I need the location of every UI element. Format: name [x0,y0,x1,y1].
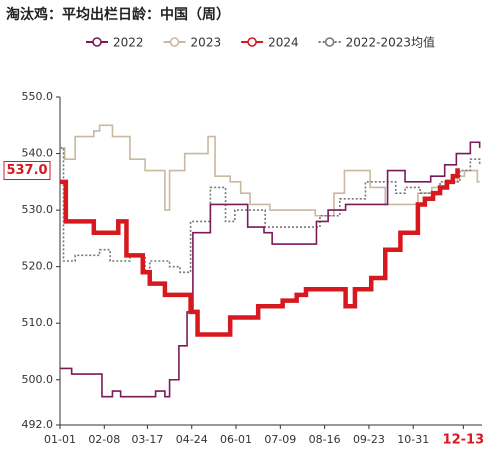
legend-marker [247,37,257,47]
series-line [60,147,481,274]
y-tick-label: 530.0 [22,203,54,216]
chart-title: 淘汰鸡：平均出栏日龄：中国（周） [6,6,230,23]
legend-marker [169,37,180,47]
legend-marker [324,37,335,47]
y-tick-label: 540.0 [22,147,54,160]
x-tick-label: 04-24 [176,433,208,446]
x-tick-label: 06-01 [220,433,252,446]
y-tick-label: 520.0 [22,260,54,273]
series-line [60,124,480,217]
series-line [60,168,460,337]
legend-label: 2022-2023均值 [346,35,435,50]
series-line [60,141,481,398]
annotation-box [3,161,51,181]
legend-label: 2022 [113,36,144,50]
y-tick-label: 492.0 [22,418,54,431]
y-tick-label: 550.0 [22,90,54,103]
y-tick-label: 500.0 [22,373,54,386]
annotation-label: 537.0 [6,163,47,178]
x-tick-label: 10-31 [397,433,429,446]
x-tick-label: 07-09 [264,433,296,446]
x-tick-label: 01-01 [44,433,76,446]
x-tick-label: 12-13 [443,433,485,448]
legend: 2022 2023 2024 2022-2023均值 [86,35,435,50]
legend-label: 2024 [268,36,299,50]
x-tick-label: 03-17 [131,433,163,446]
y-tick-label: 510.0 [22,316,54,329]
legend-marker [92,37,102,47]
x-tick-label: 09-23 [353,433,385,446]
legend-label: 2023 [191,36,222,50]
x-tick-label: 02-08 [88,433,120,446]
x-tick-label: 08-16 [309,433,341,446]
